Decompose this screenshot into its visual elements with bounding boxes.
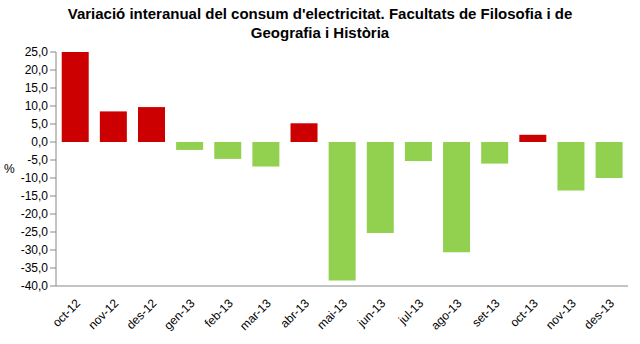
svg-text:-20,0: -20,0 [21,207,49,221]
svg-text:5,0: 5,0 [31,117,48,131]
svg-text:jul-13: jul-13 [395,296,427,328]
svg-text:-25,0: -25,0 [21,225,49,239]
svg-text:-35,0: -35,0 [21,261,49,275]
svg-text:-40,0: -40,0 [21,279,49,293]
svg-text:des-12: des-12 [124,296,160,332]
html-text:Variació interanual del consum: Variació interanual del consum d'electri… [67,5,573,41]
svg-text:-30,0: -30,0 [21,243,49,257]
svg-text:nov-12: nov-12 [85,296,121,332]
svg-text:ago-13: ago-13 [428,296,465,333]
svg-text:jun-13: jun-13 [354,296,388,330]
svg-text:nov-13: nov-13 [543,296,579,332]
svg-text:gen-13: gen-13 [161,296,198,333]
svg-text:20,0: 20,0 [25,63,49,77]
svg-text:10,0: 10,0 [25,99,49,113]
svg-text:mai-13: mai-13 [314,296,350,332]
svg-text:25,0: 25,0 [25,45,49,59]
svg-text:des-13: des-13 [581,296,617,332]
svg-text:-15,0: -15,0 [21,189,49,203]
svg-text:oct-12: oct-12 [50,296,84,330]
svg-text:oct-13: oct-13 [507,296,541,330]
svg-text:feb-13: feb-13 [202,296,236,330]
svg-text:-10,0: -10,0 [21,171,49,185]
svg-text:0,0: 0,0 [31,135,48,149]
svg-text:abr-13: abr-13 [278,296,313,331]
svg-text:set-13: set-13 [469,296,503,330]
svg-text:-5,0: -5,0 [27,153,48,167]
svg-text:mar-13: mar-13 [237,296,274,333]
svg-text:15,0: 15,0 [25,81,49,95]
